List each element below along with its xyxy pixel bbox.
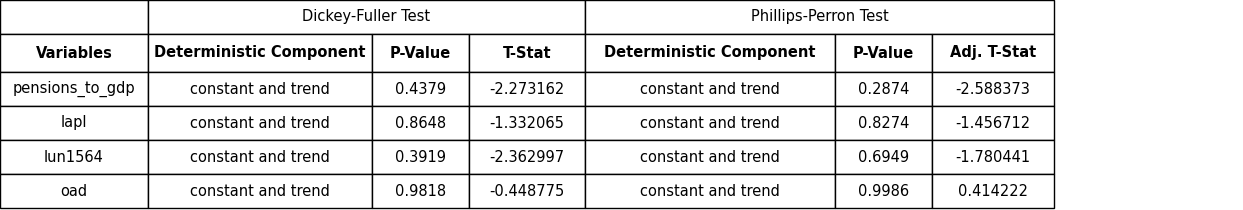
Bar bbox=[585, 72, 835, 106]
Text: Phillips-Perron Test: Phillips-Perron Test bbox=[751, 9, 889, 25]
Bar bbox=[148, 0, 585, 34]
Bar bbox=[0, 106, 148, 140]
Bar bbox=[932, 140, 1054, 174]
Text: 0.3919: 0.3919 bbox=[395, 150, 446, 164]
Bar bbox=[932, 34, 1054, 72]
Bar bbox=[0, 174, 148, 208]
Text: 0.2874: 0.2874 bbox=[858, 81, 909, 97]
Bar bbox=[585, 0, 1054, 34]
Bar bbox=[585, 140, 835, 174]
Text: lapl: lapl bbox=[61, 116, 87, 130]
Bar bbox=[835, 174, 932, 208]
Text: constant and trend: constant and trend bbox=[190, 150, 329, 164]
Text: Deterministic Component: Deterministic Component bbox=[604, 46, 815, 60]
Text: lun1564: lun1564 bbox=[44, 150, 104, 164]
Bar bbox=[932, 72, 1054, 106]
Text: Dickey-Fuller Test: Dickey-Fuller Test bbox=[302, 9, 430, 25]
Text: P-Value: P-Value bbox=[390, 46, 451, 60]
Bar bbox=[148, 34, 372, 72]
Bar bbox=[835, 34, 932, 72]
Text: constant and trend: constant and trend bbox=[640, 81, 779, 97]
Bar bbox=[0, 34, 148, 72]
Bar bbox=[835, 72, 932, 106]
Text: P-Value: P-Value bbox=[853, 46, 914, 60]
Bar bbox=[148, 174, 372, 208]
Text: -2.588373: -2.588373 bbox=[956, 81, 1030, 97]
Text: T-Stat: T-Stat bbox=[502, 46, 552, 60]
Bar bbox=[372, 106, 469, 140]
Text: -1.780441: -1.780441 bbox=[956, 150, 1030, 164]
Text: -1.456712: -1.456712 bbox=[956, 116, 1030, 130]
Bar bbox=[585, 174, 835, 208]
Text: Variables: Variables bbox=[36, 46, 112, 60]
Bar bbox=[932, 106, 1054, 140]
Bar bbox=[835, 106, 932, 140]
Text: constant and trend: constant and trend bbox=[190, 116, 329, 130]
Bar bbox=[0, 72, 148, 106]
Bar bbox=[932, 174, 1054, 208]
Text: -1.332065: -1.332065 bbox=[490, 116, 564, 130]
Text: constant and trend: constant and trend bbox=[190, 184, 329, 198]
Text: constant and trend: constant and trend bbox=[190, 81, 329, 97]
Text: 0.4379: 0.4379 bbox=[395, 81, 446, 97]
Text: -2.273162: -2.273162 bbox=[490, 81, 564, 97]
Text: 0.8274: 0.8274 bbox=[858, 116, 909, 130]
Text: 0.9986: 0.9986 bbox=[858, 184, 909, 198]
Bar bbox=[469, 106, 585, 140]
Text: pensions_to_gdp: pensions_to_gdp bbox=[12, 81, 135, 97]
Bar bbox=[372, 34, 469, 72]
Text: 0.414222: 0.414222 bbox=[958, 184, 1028, 198]
Bar bbox=[148, 140, 372, 174]
Bar bbox=[585, 34, 835, 72]
Text: constant and trend: constant and trend bbox=[640, 150, 779, 164]
Text: constant and trend: constant and trend bbox=[640, 116, 779, 130]
Bar bbox=[835, 140, 932, 174]
Bar bbox=[372, 174, 469, 208]
Text: -0.448775: -0.448775 bbox=[490, 184, 564, 198]
Bar bbox=[469, 140, 585, 174]
Text: 0.9818: 0.9818 bbox=[395, 184, 446, 198]
Bar bbox=[148, 106, 372, 140]
Bar bbox=[469, 174, 585, 208]
Bar bbox=[0, 0, 148, 34]
Text: oad: oad bbox=[61, 184, 87, 198]
Bar bbox=[148, 72, 372, 106]
Text: Deterministic Component: Deterministic Component bbox=[154, 46, 365, 60]
Text: -2.362997: -2.362997 bbox=[490, 150, 564, 164]
Text: 0.8648: 0.8648 bbox=[395, 116, 446, 130]
Text: 0.6949: 0.6949 bbox=[858, 150, 909, 164]
Bar bbox=[372, 140, 469, 174]
Bar bbox=[372, 72, 469, 106]
Text: constant and trend: constant and trend bbox=[640, 184, 779, 198]
Bar bbox=[469, 72, 585, 106]
Bar bbox=[585, 106, 835, 140]
Text: Adj. T-Stat: Adj. T-Stat bbox=[950, 46, 1037, 60]
Bar bbox=[469, 34, 585, 72]
Bar bbox=[0, 140, 148, 174]
